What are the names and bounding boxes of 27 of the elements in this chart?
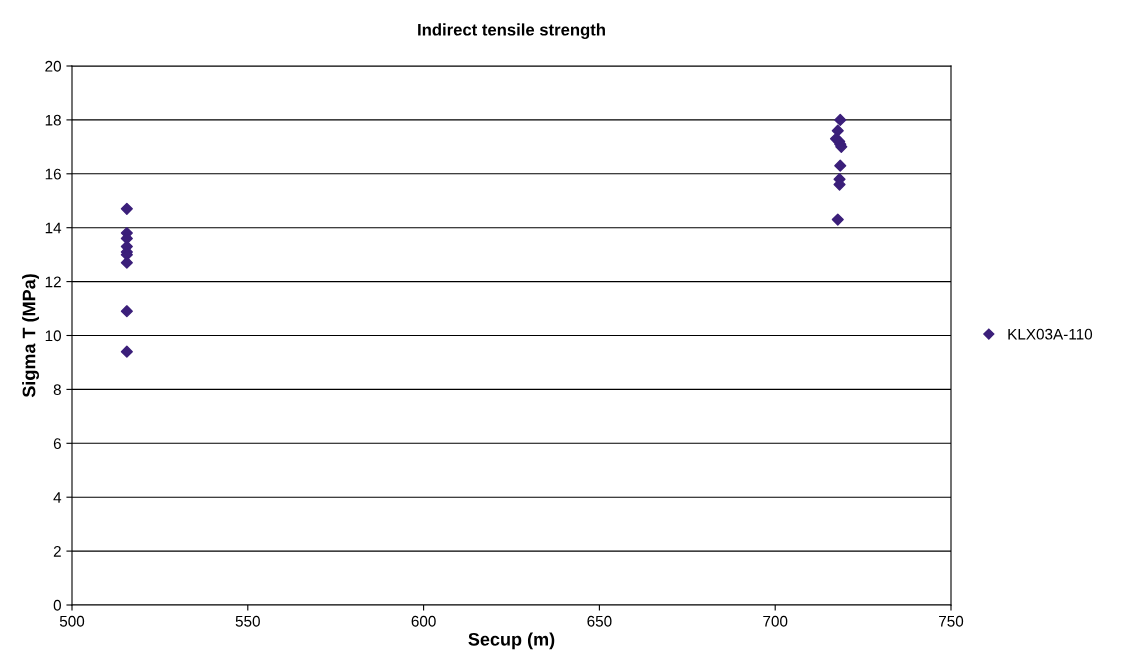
- y-tick-label: 20: [45, 60, 61, 72]
- y-tick-label: 16: [45, 168, 61, 180]
- x-tick-label: 600: [411, 615, 436, 627]
- y-tick-label: 8: [53, 384, 61, 396]
- y-tick-label: 6: [53, 438, 61, 449]
- point: [120, 305, 133, 318]
- y-axis-title: Sigma T (MPa): [22, 274, 40, 398]
- x-tick-label: 650: [587, 615, 612, 627]
- point: [120, 202, 133, 215]
- point: [120, 345, 133, 358]
- y-tick-label: 10: [45, 330, 61, 342]
- legend-label: KLX03A-110: [1008, 328, 1093, 340]
- x-axis-title: Secup (m): [468, 632, 555, 650]
- chart-title: Indirect tensile strength: [418, 23, 605, 39]
- point: [834, 113, 847, 126]
- y-tick-label: 0: [53, 599, 61, 611]
- point: [834, 159, 847, 172]
- x-tick-label: 500: [59, 615, 85, 627]
- x-tick-label: 750: [939, 615, 964, 627]
- point: [831, 213, 844, 226]
- y-tick-label: 12: [45, 276, 61, 288]
- y-tick-label: 2: [53, 545, 61, 557]
- x-tick-label: 700: [763, 615, 788, 627]
- x-tick-label: 550: [235, 615, 260, 627]
- y-tick-label: 14: [45, 222, 62, 234]
- y-tick-label: 4: [53, 492, 62, 503]
- y-tick-label: 18: [45, 114, 61, 126]
